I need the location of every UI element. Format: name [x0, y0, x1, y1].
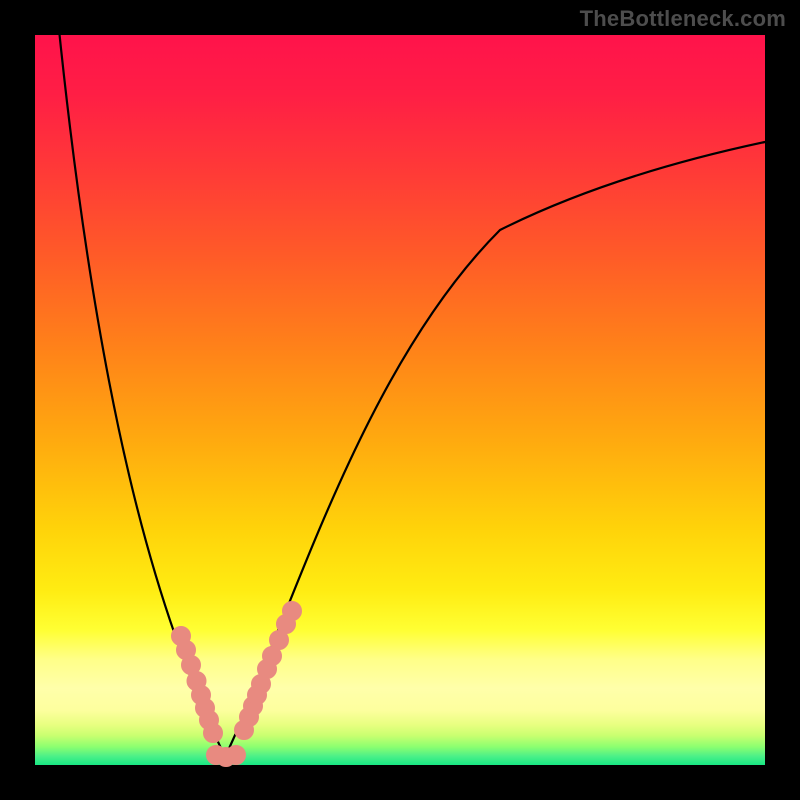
watermark-text: TheBottleneck.com	[580, 6, 786, 32]
data-marker	[227, 746, 246, 765]
canvas: TheBottleneck.com	[0, 0, 800, 800]
bottleneck-curve	[58, 20, 765, 757]
data-markers	[172, 602, 302, 767]
data-marker	[283, 602, 302, 621]
data-marker	[204, 724, 223, 743]
chart-overlay-svg	[0, 0, 800, 800]
curve-path	[58, 20, 765, 757]
